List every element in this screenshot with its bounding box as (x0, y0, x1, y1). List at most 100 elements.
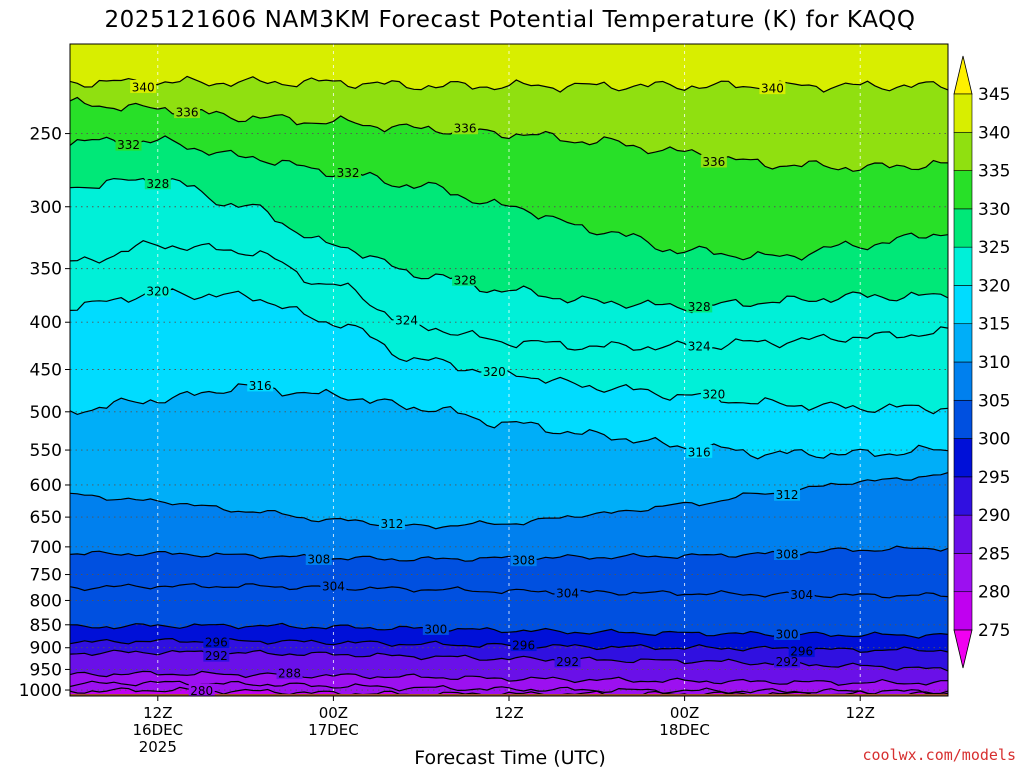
contour-label-308: 308 (774, 546, 801, 561)
colorbar-label-290: 290 (978, 506, 1010, 526)
contour-label-text: 336 (702, 155, 725, 169)
contour-label-text: 304 (790, 588, 813, 602)
contour-label-bg (335, 165, 362, 179)
colorbar-top-arrow (953, 55, 973, 95)
colorbar-bin-9 (953, 285, 973, 325)
contour-label-300: 300 (774, 626, 801, 641)
contour-label-bg (774, 654, 801, 668)
contour-label-text: 340 (761, 82, 784, 96)
contour-label-304: 304 (788, 587, 815, 602)
y-tick-label-450: 450 (30, 361, 62, 381)
y-tick-label-700: 700 (30, 538, 62, 558)
contour-label-320: 320 (144, 284, 171, 299)
isentrope-324 (70, 240, 948, 351)
y-tick-label-250: 250 (30, 125, 62, 145)
contour-label-bg (774, 546, 801, 560)
contour-label-bg (788, 587, 815, 601)
contour-label-336: 336 (700, 154, 727, 169)
contour-label-bg (203, 648, 230, 662)
isentrope-288 (70, 670, 948, 686)
y-tick-label-350: 350 (30, 260, 62, 280)
colorbar-bin-10 (953, 246, 973, 286)
colorbar-label-305: 305 (978, 391, 1010, 411)
contour-label-328: 328 (452, 272, 479, 287)
contour-label-bg (700, 154, 727, 168)
isentrope-336 (70, 96, 948, 172)
contour-label-bg (481, 364, 508, 378)
x-tick-label-6-0: 12Z (143, 704, 172, 722)
contour-label-text: 340 (132, 80, 155, 94)
contour-label-text: 288 (278, 667, 301, 681)
contour-label-text: 332 (337, 166, 360, 180)
contour-label-bg (700, 386, 727, 400)
colorbar-bin-4 (953, 476, 973, 516)
isentrope-lines (70, 75, 948, 696)
y-tick-label-300: 300 (30, 198, 62, 218)
contour-label-bg (393, 313, 420, 327)
colorbar-bin-2 (953, 553, 973, 593)
contour-label-text: 300 (776, 627, 799, 641)
contour-label-bg (115, 137, 142, 151)
contour-label-bg (774, 626, 801, 640)
colorbar-bin-1 (953, 591, 973, 631)
contour-label-bg (686, 339, 713, 353)
contour-label-336: 336 (452, 121, 479, 136)
contour-label-324: 324 (393, 313, 420, 328)
contour-label-bg (188, 683, 215, 696)
chart-title: 2025121606 NAM3KM Forecast Potential Tem… (104, 7, 915, 33)
x-tick-label-30-0: 12Z (494, 704, 523, 722)
colorbar-bottom-arrow (953, 629, 973, 669)
contour-label-text: 308 (512, 554, 535, 568)
y-tick-label-800: 800 (30, 591, 62, 611)
x-tick-label-42-0: 00Z (670, 704, 699, 722)
contour-label-312: 312 (774, 487, 801, 502)
colorbar-label-310: 310 (978, 353, 1010, 373)
x-tick-label-18-1: 17DEC (308, 721, 359, 739)
contour-label-text: 316 (688, 445, 711, 459)
contour-label-bg (378, 516, 405, 530)
colorbar-bin-14 (953, 93, 973, 133)
ground-fill (70, 694, 948, 696)
contour-label-text: 308 (776, 547, 799, 561)
y-axis-ticks: 250 300 350 400 450 500 550 600 650 700 750 800 850 9… (19, 125, 70, 701)
colorbar-label-330: 330 (978, 200, 1010, 220)
contour-label-text: 280 (190, 684, 213, 698)
contour-label-bg (174, 105, 201, 119)
colorbar-bin-5 (953, 438, 973, 478)
contour-label-308: 308 (510, 553, 537, 568)
contour-label-text: 292 (205, 649, 228, 663)
contour-label-280: 280 (188, 683, 215, 698)
contour-label-296: 296 (788, 644, 815, 659)
contour-label-bg (510, 553, 537, 567)
contour-label-308: 308 (305, 552, 332, 567)
colorbar-label-275: 275 (978, 621, 1010, 641)
colorbar-label-320: 320 (978, 276, 1010, 296)
isentrope-340 (70, 75, 948, 93)
x-tick-label-6-2: 2025 (139, 738, 177, 756)
colorbar-label-285: 285 (978, 544, 1010, 564)
contour-label-bg (276, 666, 303, 680)
contour-label-bg (686, 299, 713, 313)
contour-label-text: 328 (688, 300, 711, 314)
contour-label-text: 300 (424, 622, 447, 636)
contour-label-332: 332 (115, 137, 142, 152)
y-tick-label-900: 900 (30, 639, 62, 659)
y-tick-label-550: 550 (30, 441, 62, 461)
contour-label-340: 340 (130, 79, 157, 94)
colorbar-label-335: 335 (978, 162, 1010, 182)
colorbar-label-315: 315 (978, 315, 1010, 335)
contour-label-296: 296 (510, 638, 537, 653)
contour-label-292: 292 (774, 654, 801, 669)
colorbar-label-300: 300 (978, 430, 1010, 450)
contour-label-bg (554, 586, 581, 600)
contour-label-text: 324 (395, 314, 418, 328)
contour-label-320: 320 (481, 364, 508, 379)
isentrope-316 (70, 383, 948, 460)
colorbar-bin-7 (953, 361, 973, 401)
isentrope-312 (70, 472, 948, 530)
contour-label-bg (452, 272, 479, 286)
contour-label-312: 312 (378, 516, 405, 531)
contour-label-bg (788, 644, 815, 658)
